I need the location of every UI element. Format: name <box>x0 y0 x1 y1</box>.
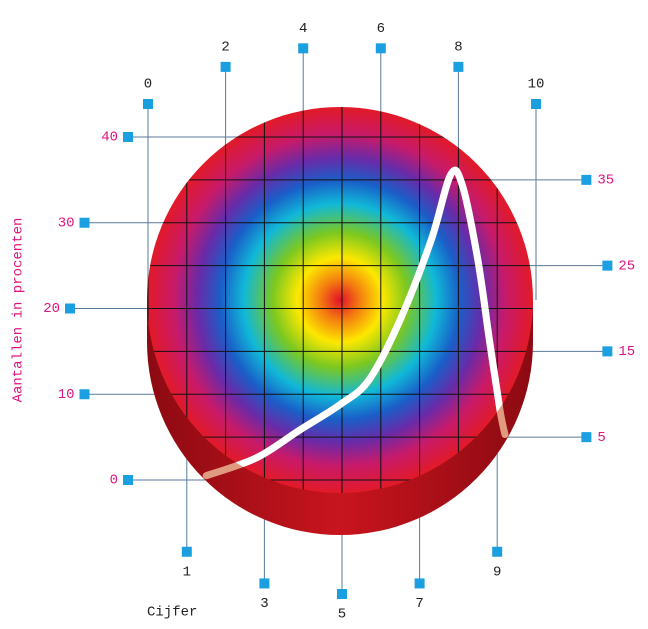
x-tick-marker <box>531 99 541 109</box>
disc-face <box>147 107 533 493</box>
x-tick-marker <box>259 578 270 589</box>
x-tick-label: 8 <box>454 40 462 56</box>
y-tick-label: 40 <box>101 130 118 146</box>
x-tick-label: 2 <box>221 40 229 56</box>
y-tick-marker <box>65 303 75 314</box>
x-tick-marker <box>375 43 386 54</box>
y-tick-marker <box>581 174 592 185</box>
y-tick-marker <box>79 389 90 400</box>
x-tick-label: 7 <box>415 596 423 612</box>
y-tick-label: 30 <box>58 215 75 231</box>
x-axis-label: Cijfer <box>147 605 197 621</box>
x-tick-marker <box>414 578 425 589</box>
disc <box>147 107 533 535</box>
x-tick-marker <box>298 43 309 54</box>
x-tick-label: 6 <box>377 21 385 37</box>
x-tick-label: 9 <box>493 564 501 580</box>
x-tick-label: 5 <box>338 607 346 623</box>
x-tick-marker <box>453 61 464 72</box>
y-tick-label: 10 <box>58 387 75 403</box>
y-tick-label: 25 <box>618 258 635 274</box>
y-tick-marker <box>602 260 613 271</box>
x-tick-marker <box>143 99 153 109</box>
y-tick-label: 20 <box>43 301 60 317</box>
x-tick-marker <box>220 61 231 72</box>
y-tick-marker <box>123 132 133 142</box>
y-tick-label: 35 <box>597 173 614 189</box>
x-tick-label: 10 <box>528 77 545 93</box>
y-tick-label: 15 <box>618 344 635 360</box>
y-axis-label: Aantallen in procenten <box>11 218 27 403</box>
line <box>202 166 509 480</box>
x-tick-marker <box>181 546 192 557</box>
y-tick-marker <box>581 432 592 443</box>
x-tick-label: 1 <box>183 564 191 580</box>
y-tick-marker <box>79 217 90 228</box>
x-tick-label: 3 <box>260 596 268 612</box>
y-tick-label: 0 <box>110 473 118 489</box>
y-tick-marker <box>602 346 613 357</box>
y-tick-label: 5 <box>597 430 605 446</box>
x-tick-label: 0 <box>144 77 152 93</box>
x-tick-marker <box>492 546 503 557</box>
x-tick-label: 4 <box>299 21 307 37</box>
y-tick-marker <box>123 475 133 485</box>
x-tick-marker <box>337 589 347 599</box>
